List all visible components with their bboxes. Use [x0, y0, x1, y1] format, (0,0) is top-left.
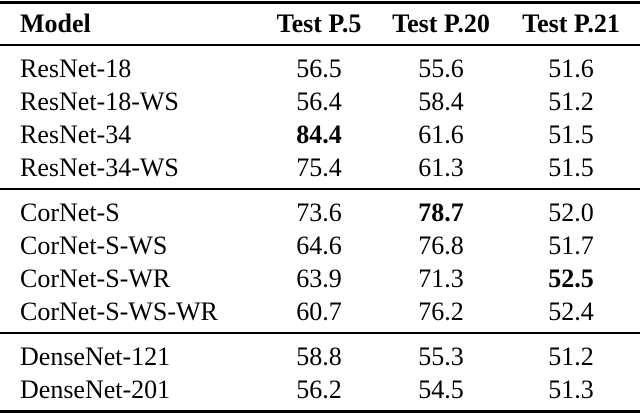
table-row-densenet-201: DenseNet-201 56.2 54.5 51.3 — [0, 374, 640, 412]
model-name: CorNet-S-WR — [20, 264, 171, 293]
table-row-densenet-121: DenseNet-121 58.8 55.3 51.2 — [0, 333, 640, 374]
metric-value: 52.0 — [548, 198, 594, 227]
column-header-test-p5: Test P.5 — [276, 8, 362, 38]
metric-value: 51.2 — [548, 342, 594, 371]
model-name: ResNet-18 — [20, 54, 132, 83]
model-name: ResNet-34 — [20, 120, 132, 149]
metric-value: 58.8 — [296, 342, 342, 371]
metric-value: 51.7 — [548, 231, 594, 260]
metric-value: 76.2 — [418, 297, 464, 326]
header-row: Model Test P.5 Test P.20 Test P.21 — [0, 3, 640, 45]
metric-value: 61.3 — [418, 153, 464, 182]
model-name: DenseNet-201 — [20, 375, 171, 404]
metric-value: 56.2 — [296, 375, 342, 404]
metric-value: 51.6 — [548, 54, 594, 83]
metric-value: 55.3 — [418, 342, 464, 371]
metric-value: 64.6 — [296, 231, 342, 260]
table-row-resnet-34: ResNet-34 84.4 61.6 51.5 — [0, 119, 640, 152]
table-header: Model Test P.5 Test P.20 Test P.21 — [0, 3, 640, 45]
metric-value: 75.4 — [296, 153, 342, 182]
model-name: ResNet-18-WS — [20, 87, 179, 116]
section-cornet: CorNet-S 73.6 78.7 52.0 CorNet-S-WS 64.6… — [0, 189, 640, 333]
metric-value: 55.6 — [418, 54, 464, 83]
table-row-cornet-s-ws-wr: CorNet-S-WS-WR 60.7 76.2 52.4 — [0, 296, 640, 333]
model-name: CorNet-S — [20, 198, 120, 227]
model-name: CorNet-S-WS-WR — [20, 297, 218, 326]
table-row-resnet-34-ws: ResNet-34-WS 75.4 61.3 51.5 — [0, 152, 640, 189]
metric-value: 78.7 — [418, 198, 464, 227]
metric-value: 56.5 — [296, 54, 342, 83]
table-row-resnet-18: ResNet-18 56.5 55.6 51.6 — [0, 45, 640, 86]
metric-value: 56.4 — [296, 87, 342, 116]
model-name: CorNet-S-WS — [20, 231, 168, 260]
table-row-cornet-s-ws: CorNet-S-WS 64.6 76.8 51.7 — [0, 230, 640, 263]
metric-value: 84.4 — [296, 120, 342, 149]
table-row-resnet-18-ws: ResNet-18-WS 56.4 58.4 51.2 — [0, 86, 640, 119]
column-header-test-p21: Test P.21 — [522, 8, 620, 38]
metric-value: 52.5 — [548, 264, 594, 293]
metric-value: 51.5 — [548, 120, 594, 149]
metric-value: 51.3 — [548, 375, 594, 404]
section-resnet: ResNet-18 56.5 55.6 51.6 ResNet-18-WS 56… — [0, 45, 640, 189]
metric-value: 58.4 — [418, 87, 464, 116]
section-densenet: DenseNet-121 58.8 55.3 51.2 DenseNet-201… — [0, 333, 640, 412]
metric-value: 73.6 — [296, 198, 342, 227]
column-header-model: Model — [20, 8, 91, 38]
metric-value: 51.2 — [548, 87, 594, 116]
table-row-cornet-s-wr: CorNet-S-WR 63.9 71.3 52.5 — [0, 263, 640, 296]
metric-value: 61.6 — [418, 120, 464, 149]
model-name: DenseNet-121 — [20, 342, 171, 371]
model-name: ResNet-34-WS — [20, 153, 179, 182]
metric-value: 54.5 — [418, 375, 464, 404]
column-header-test-p20: Test P.20 — [392, 8, 490, 38]
metric-value: 71.3 — [418, 264, 464, 293]
metric-value: 60.7 — [296, 297, 342, 326]
table-row-cornet-s: CorNet-S 73.6 78.7 52.0 — [0, 189, 640, 230]
metric-value: 52.4 — [548, 297, 594, 326]
metric-value: 51.5 — [548, 153, 594, 182]
metric-value: 76.8 — [418, 231, 464, 260]
metric-value: 63.9 — [296, 264, 342, 293]
